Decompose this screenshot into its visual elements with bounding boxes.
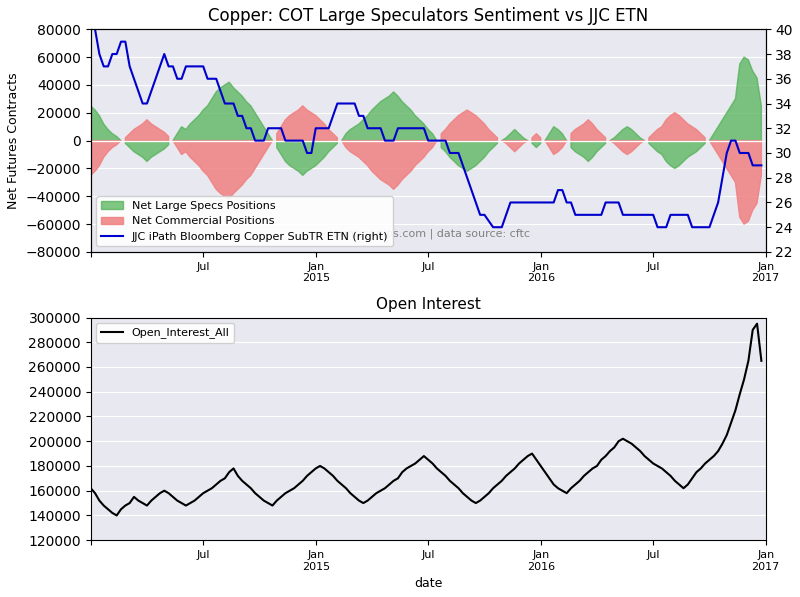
Y-axis label: Net Futures Contracts: Net Futures Contracts [7, 72, 20, 209]
Open_Interest_All [86, 485, 95, 492]
Legend: Open_Interest_All: Open_Interest_All [96, 323, 234, 343]
Open_Interest_All [112, 512, 122, 519]
Text: countingpips.com | data source: cftc: countingpips.com | data source: cftc [326, 229, 530, 239]
Open_Interest_All [259, 497, 269, 504]
Open_Interest_All [757, 357, 766, 364]
Open_Interest_All [342, 485, 351, 492]
Title: Open Interest: Open Interest [376, 297, 481, 312]
Open_Interest_All [752, 320, 762, 327]
Open_Interest_All [488, 485, 498, 492]
Title: Copper: COT Large Speculators Sentiment vs JJC ETN: Copper: COT Large Speculators Sentiment … [208, 7, 648, 25]
Legend: Net Large Specs Positions, Net Commercial Positions, JJC iPath Bloomberg Copper : Net Large Specs Positions, Net Commercia… [96, 196, 393, 247]
X-axis label: date: date [414, 577, 442, 590]
Line: Open_Interest_All: Open_Interest_All [90, 324, 762, 515]
Open_Interest_All [631, 444, 641, 451]
Open_Interest_All [367, 493, 377, 500]
Open_Interest_All [554, 485, 563, 492]
